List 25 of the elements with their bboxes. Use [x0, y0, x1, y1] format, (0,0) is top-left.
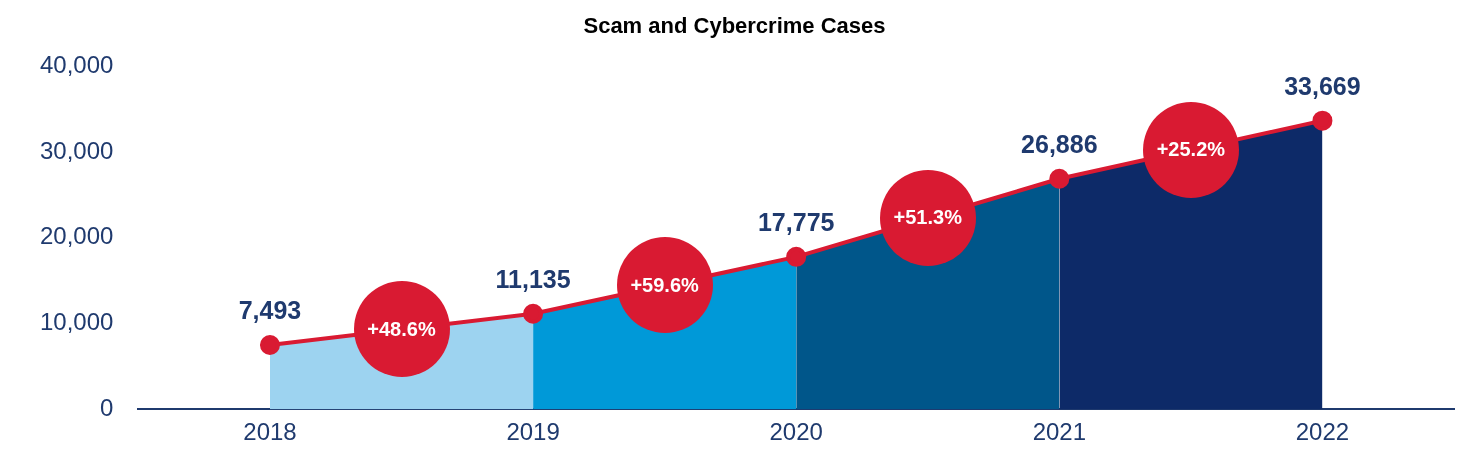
circle-badge: +59.6% — [616, 237, 713, 334]
point — [786, 246, 807, 267]
x-tick-label: 2021 — [1032, 418, 1087, 446]
data-label: 26,886 — [1021, 130, 1098, 159]
data-label: 7,493 — [238, 296, 302, 325]
x-tick-label: 2022 — [1295, 418, 1350, 446]
point — [523, 303, 544, 324]
point — [259, 334, 280, 355]
point — [1312, 110, 1333, 131]
circle-badge: +51.3% — [879, 169, 976, 266]
x-tick-label: 2020 — [769, 418, 823, 446]
y-tick-label: 40,000 — [40, 51, 114, 79]
x-tick-label: 2019 — [506, 418, 560, 446]
data-label: 33,669 — [1284, 72, 1361, 101]
y-tick-label: 30,000 — [40, 136, 114, 164]
circle-badge: +25.2% — [1142, 101, 1239, 198]
y-tick-label: 0 — [100, 393, 114, 421]
data-label: 17,775 — [757, 208, 835, 237]
y-tick-label: 20,000 — [40, 222, 114, 250]
chart-title: Scam and Cybercrime Cases — [583, 13, 886, 39]
x-tick-label: 2018 — [243, 418, 297, 446]
point — [1049, 168, 1070, 189]
y-tick-label: 10,000 — [40, 308, 114, 336]
circle-badge: +48.6% — [353, 281, 450, 378]
data-label: 11,135 — [495, 265, 571, 294]
